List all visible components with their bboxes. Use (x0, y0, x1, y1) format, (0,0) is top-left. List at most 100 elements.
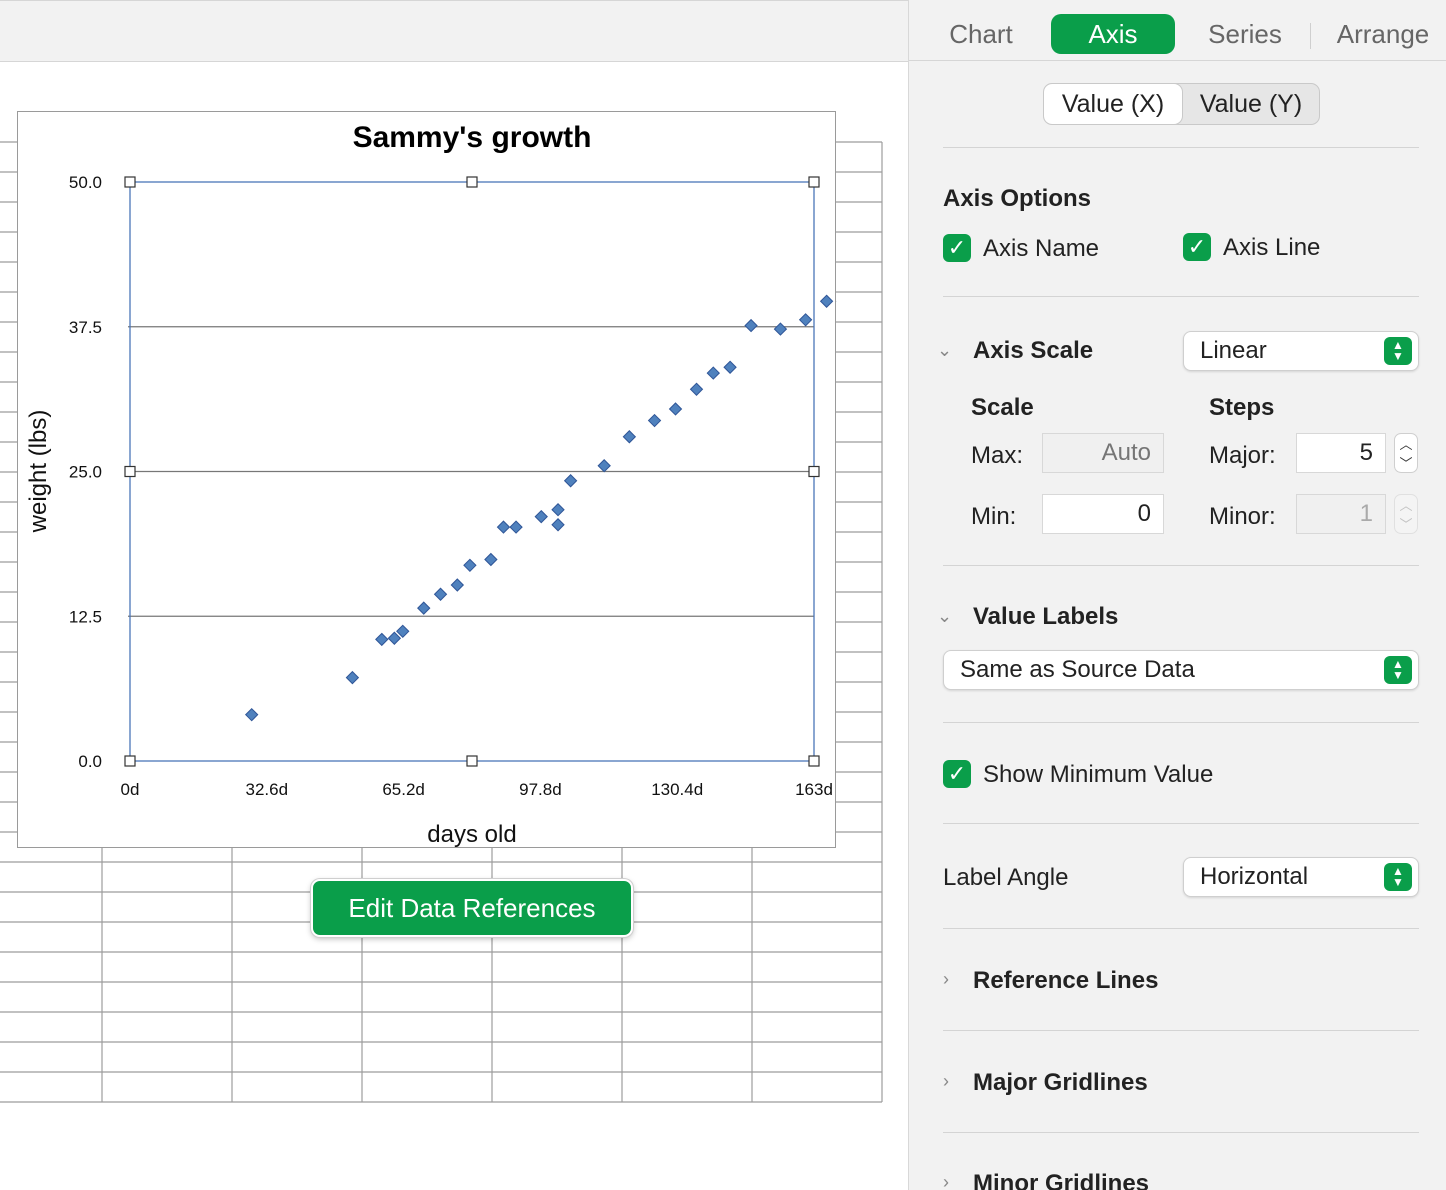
minor-gridlines-section[interactable]: Minor Gridlines (973, 1170, 1150, 1190)
data-point (622, 430, 637, 444)
min-field[interactable]: 0 (1042, 494, 1164, 534)
tab-separator (1310, 23, 1311, 49)
chevron-down-icon[interactable]: ⌄ (937, 606, 953, 626)
selection-handle[interactable] (466, 176, 478, 188)
y-axis-label: weight (lbs) (25, 410, 52, 534)
data-point (509, 520, 523, 534)
data-point (597, 459, 611, 473)
selection-handle[interactable] (808, 465, 820, 478)
divider (943, 147, 1419, 148)
data-point (706, 366, 720, 380)
axis-selector-value-y[interactable]: Value (Y) (1199, 89, 1303, 118)
up-down-arrows-icon: ▲ ▼ (1384, 337, 1412, 365)
tab-arrange[interactable]: Arrange (1336, 18, 1430, 49)
x-tick-label: 0d (121, 780, 140, 799)
checkmark-icon: ✓ (947, 235, 967, 260)
data-point (744, 318, 758, 333)
tab-series[interactable]: Series (1208, 18, 1282, 49)
max-label: Max: (971, 442, 1024, 469)
label-angle-value: Horizontal (1200, 863, 1309, 890)
y-axis-tick-labels: 0.0 12.5 25.0 37.5 50.0 (69, 173, 102, 771)
y-tick-label: 37.5 (69, 318, 102, 337)
minor-label: Minor: (1209, 503, 1276, 530)
selection-handle[interactable] (808, 176, 820, 188)
chart-svg: Sammy's growth 0.0 12.5 25.0 37.5 50.0 0d 32.… (25, 121, 837, 848)
data-point (417, 601, 431, 615)
value-labels-popup[interactable]: Same as Source Data ▲ ▼ (943, 650, 1419, 690)
axis-selector: Value (X) Value (Y) (1043, 83, 1320, 125)
y-tick-label: 25.0 (69, 463, 102, 482)
data-point (563, 474, 578, 488)
value-labels-label: Value Labels (973, 603, 1119, 630)
label-angle-popup[interactable]: Horizontal ▲ ▼ (1183, 857, 1419, 897)
data-point (496, 520, 511, 534)
divider (943, 1030, 1419, 1031)
chevron-up-icon: ︿ (1399, 437, 1413, 452)
format-inspector: Chart Axis Series Arrange Value (X) Valu… (908, 0, 1446, 1190)
divider (943, 823, 1419, 824)
sheet-toolbar-strip (0, 0, 908, 62)
tab-axis[interactable]: Axis (1051, 14, 1175, 54)
axis-selector-value-x[interactable]: Value (X) (1044, 84, 1182, 124)
major-field[interactable]: 5 (1296, 433, 1386, 473)
selection-handle[interactable] (124, 465, 136, 478)
axis-scale-popup[interactable]: Linear ▲ ▼ (1183, 331, 1419, 371)
data-points (244, 294, 837, 722)
max-field[interactable] (1042, 433, 1164, 473)
chevron-down-icon[interactable]: ⌄ (937, 340, 953, 360)
chevron-right-icon[interactable]: › (943, 1172, 949, 1190)
major-gridlines-section[interactable]: Major Gridlines (973, 1069, 1148, 1096)
selection-handle[interactable] (124, 755, 136, 767)
data-point (375, 632, 389, 647)
scatter-chart[interactable]: Sammy's growth 0.0 12.5 25.0 37.5 50.0 0d 32.… (17, 111, 837, 848)
data-point (450, 578, 465, 592)
data-point (396, 624, 410, 639)
major-stepper[interactable]: ︿ ﹀ (1394, 433, 1418, 473)
reference-lines-section[interactable]: Reference Lines (973, 967, 1159, 994)
axis-name-checkbox[interactable]: ✓ (943, 234, 971, 262)
data-point (534, 509, 548, 524)
steps-heading: Steps (1209, 394, 1275, 421)
x-axis-tick-labels: 0d 32.6d 65.2d 97.8d 130.4d 163d (121, 780, 833, 799)
data-point (484, 552, 498, 567)
data-point (798, 313, 813, 327)
axis-scale-label: Axis Scale (973, 337, 1094, 364)
show-minimum-value-checkbox[interactable]: ✓ (943, 760, 971, 788)
data-point (773, 322, 788, 336)
data-point (689, 382, 704, 396)
x-tick-label: 65.2d (382, 780, 425, 799)
major-label: Major: (1209, 442, 1276, 469)
axis-options-heading: Axis Options (943, 185, 1092, 212)
x-tick-label: 130.4d (651, 780, 703, 799)
selection-handle[interactable] (124, 176, 136, 188)
y-tick-label: 12.5 (69, 607, 102, 626)
selection-handle[interactable] (808, 755, 820, 767)
axis-scale-value: Linear (1200, 337, 1267, 364)
data-point (551, 503, 565, 517)
edit-data-references-button[interactable]: Edit Data References (311, 879, 633, 937)
x-tick-label: 32.6d (246, 780, 289, 799)
sheet-canvas: Sammy's growth 0.0 12.5 25.0 37.5 50.0 0d 32.… (0, 0, 908, 1103)
checkmark-icon: ✓ (947, 761, 967, 786)
data-point (647, 413, 662, 428)
label-angle-label: Label Angle (943, 864, 1069, 891)
data-point (244, 707, 259, 722)
chevron-right-icon[interactable]: › (943, 969, 949, 989)
data-point (387, 631, 402, 645)
data-point (551, 518, 565, 532)
value-labels-value: Same as Source Data (960, 656, 1195, 683)
y-tick-label: 0.0 (78, 752, 102, 771)
divider (943, 928, 1419, 929)
show-minimum-value-label: Show Minimum Value (983, 761, 1214, 788)
scale-heading: Scale (971, 394, 1034, 421)
divider (943, 296, 1419, 297)
chevron-up-icon: ︿ (1399, 498, 1413, 513)
axis-line-checkbox[interactable]: ✓ (1183, 233, 1211, 261)
selection-handle[interactable] (466, 755, 478, 767)
x-tick-label: 163d (795, 780, 833, 799)
chevron-right-icon[interactable]: › (943, 1071, 949, 1091)
selection-handles[interactable] (124, 176, 820, 767)
data-point (723, 360, 737, 374)
data-point (345, 670, 360, 685)
tab-chart[interactable]: Chart (949, 18, 1013, 49)
